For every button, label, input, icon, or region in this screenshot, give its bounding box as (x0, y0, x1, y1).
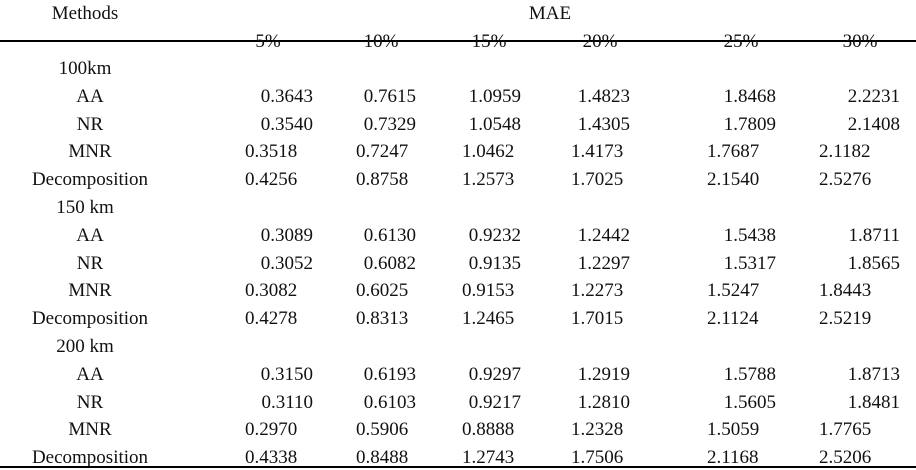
mae-value: 2.1540 (707, 169, 760, 191)
mae-value: 1.4823 (577, 85, 630, 107)
method-name: NR (76, 252, 104, 274)
mae-value: 0.3089 (260, 224, 313, 246)
mae-value: 1.0462 (462, 141, 515, 163)
mae-value: 1.8565 (847, 252, 900, 274)
mae-value: 2.2231 (847, 85, 900, 107)
mae-value: 0.9135 (468, 252, 521, 274)
mae-value: 0.2970 (245, 419, 298, 441)
mae-value: 0.7247 (356, 141, 409, 163)
mae-value: 1.8443 (819, 280, 872, 302)
mae-value: 1.2273 (571, 280, 624, 302)
mae-value: 1.2743 (462, 447, 515, 469)
mae-value: 1.7506 (571, 447, 624, 469)
column-header-1: 5% (255, 31, 281, 52)
mae-value: 1.2919 (577, 363, 630, 385)
mae-value: 2.5276 (819, 169, 872, 191)
mae-value: 0.3643 (260, 85, 313, 107)
mae-value: 1.5438 (723, 224, 776, 246)
mae-value: 1.7015 (571, 308, 624, 330)
mae-value: 0.3110 (261, 391, 313, 413)
mae-value: 0.9153 (462, 280, 515, 302)
mae-value: 2.1124 (707, 308, 759, 330)
mae-value: 1.7809 (723, 113, 776, 135)
group-label: 100km (58, 58, 112, 79)
methods-header: Methods (51, 3, 119, 24)
mae-value: 2.1168 (707, 447, 759, 469)
mae-value: 0.3082 (245, 280, 298, 302)
column-header-4: 20% (582, 31, 618, 52)
bottom-rule (0, 466, 916, 468)
mae-value: 0.3540 (260, 113, 313, 135)
mae-value: 0.3518 (245, 141, 298, 163)
mae-value: 0.5906 (356, 419, 409, 441)
method-name: Decomposition (31, 169, 149, 191)
mae-value: 1.8468 (723, 85, 776, 107)
mae-value: 2.1408 (847, 113, 900, 135)
mae-value: 0.4338 (245, 447, 298, 469)
mae-value: 0.8488 (356, 447, 409, 469)
mae-value: 2.5206 (819, 447, 872, 469)
mae-value: 0.6025 (356, 280, 409, 302)
mae-value: 1.5788 (723, 363, 776, 385)
mae-value: 1.5317 (723, 252, 776, 274)
mae-value: 0.3150 (260, 363, 313, 385)
mae-value: 0.7329 (363, 113, 416, 135)
mae-value: 0.8758 (356, 169, 409, 191)
mae-value: 0.9217 (468, 391, 521, 413)
mae-value: 2.5219 (819, 308, 872, 330)
method-name: MNR (68, 280, 112, 302)
mae-value: 0.4278 (245, 308, 298, 330)
column-header-3: 15% (471, 31, 507, 52)
mae-value: 1.4173 (571, 141, 624, 163)
mae-value: 1.5247 (707, 280, 760, 302)
mae-value: 1.0959 (468, 85, 521, 107)
group-label: 200 km (56, 336, 114, 357)
method-name: AA (76, 85, 104, 107)
mae-value: 0.6193 (363, 363, 416, 385)
mae-value: 1.2573 (462, 169, 515, 191)
mae-value: 0.9232 (468, 224, 521, 246)
mae-value: 1.2465 (462, 308, 515, 330)
mae-value: 1.0548 (468, 113, 521, 135)
method-name: Decomposition (31, 308, 149, 330)
method-name: MNR (68, 141, 112, 163)
method-name: NR (76, 113, 104, 135)
mae-value: 1.7765 (819, 419, 872, 441)
mae-value: 1.2810 (577, 391, 630, 413)
method-name: AA (76, 224, 104, 246)
method-name: Decomposition (31, 447, 149, 469)
mae-value: 1.8481 (847, 391, 900, 413)
mae-value: 1.8711 (848, 224, 900, 246)
mae-value: 0.3052 (260, 252, 313, 274)
mae-value: 1.7025 (571, 169, 624, 191)
mae-header: MAE (528, 3, 572, 24)
column-header-6: 30% (842, 31, 878, 52)
mae-value: 0.9297 (468, 363, 521, 385)
mae-value: 0.4256 (245, 169, 298, 191)
mae-value: 1.5059 (707, 419, 760, 441)
method-name: AA (76, 363, 104, 385)
mae-value: 0.8313 (356, 308, 409, 330)
mae-value: 0.6082 (363, 252, 416, 274)
mae-value: 1.8713 (847, 363, 900, 385)
mae-value: 2.1182 (819, 141, 871, 163)
mae-value: 1.2297 (577, 252, 630, 274)
mae-value: 0.6130 (363, 224, 416, 246)
header-rule (0, 40, 916, 42)
group-label: 150 km (56, 197, 114, 218)
mae-value: 1.2328 (571, 419, 624, 441)
mae-value: 0.6103 (363, 391, 416, 413)
mae-value: 0.7615 (363, 85, 416, 107)
column-header-5: 25% (723, 31, 759, 52)
method-name: NR (76, 391, 104, 413)
mae-value: 1.2442 (577, 224, 630, 246)
column-header-2: 10% (363, 31, 399, 52)
mae-value: 0.8888 (462, 419, 515, 441)
mae-value: 1.5605 (723, 391, 776, 413)
method-name: MNR (68, 419, 112, 441)
mae-value: 1.7687 (707, 141, 760, 163)
mae-value: 1.4305 (577, 113, 630, 135)
